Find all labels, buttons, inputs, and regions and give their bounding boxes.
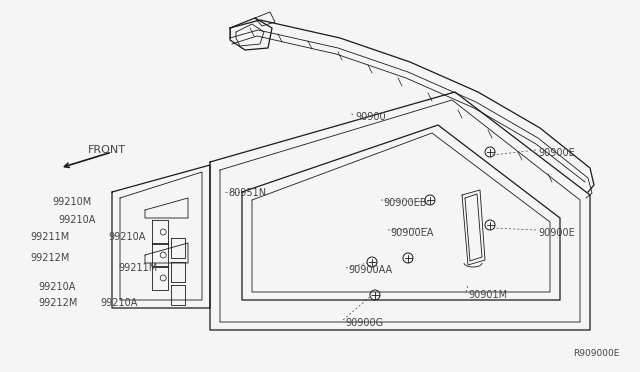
Text: 99211M: 99211M xyxy=(30,232,69,242)
Text: 90900E: 90900E xyxy=(538,148,575,158)
Text: 90900AA: 90900AA xyxy=(348,265,392,275)
Text: 99211M: 99211M xyxy=(118,263,157,273)
Text: 90900EA: 90900EA xyxy=(390,228,433,238)
Text: 99210M: 99210M xyxy=(52,197,92,207)
Text: FRONT: FRONT xyxy=(88,145,126,155)
Text: 99210A: 99210A xyxy=(100,298,138,308)
Text: 99210A: 99210A xyxy=(108,232,145,242)
Text: 90900: 90900 xyxy=(355,112,386,122)
Text: 80951N: 80951N xyxy=(228,188,266,198)
Text: 90901M: 90901M xyxy=(468,290,507,300)
Text: 99210A: 99210A xyxy=(58,215,95,225)
Text: 99212M: 99212M xyxy=(38,298,77,308)
Text: 90900EB: 90900EB xyxy=(383,198,426,208)
Text: R909000E: R909000E xyxy=(573,349,620,358)
Text: 90900G: 90900G xyxy=(345,318,383,328)
Text: 99210A: 99210A xyxy=(38,282,76,292)
Text: 90900E: 90900E xyxy=(538,228,575,238)
Text: 99212M: 99212M xyxy=(30,253,69,263)
